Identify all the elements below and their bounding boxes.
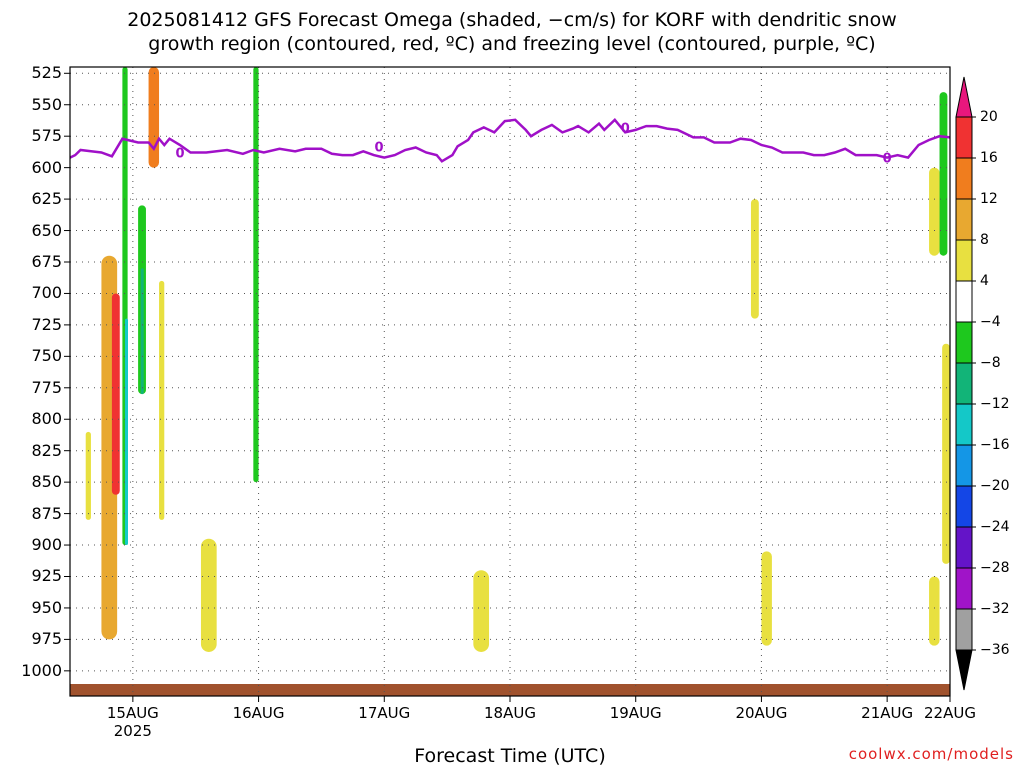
x-tick-label: 19AUG xyxy=(609,704,662,722)
colorbar-segment xyxy=(955,239,973,282)
y-tick-label: 600 xyxy=(31,157,62,177)
y-tick-label: 850 xyxy=(31,472,62,492)
y-tick-label: 975 xyxy=(31,629,62,649)
x-tick-label: 21AUG xyxy=(861,704,914,722)
y-tick-label: 550 xyxy=(31,94,62,114)
omega-shaded-region xyxy=(159,280,165,520)
ground-strip xyxy=(70,684,950,696)
y-tick-label: 650 xyxy=(31,220,62,240)
omega-shaded-region xyxy=(750,199,759,319)
colorbar-segment xyxy=(955,485,973,528)
x-tick-label: 16AUG xyxy=(232,704,285,722)
x-tick-label: 20AUG xyxy=(735,704,788,722)
y-tick-label: 825 xyxy=(31,440,62,460)
colorbar-segment xyxy=(955,280,973,323)
omega-shaded-region xyxy=(140,268,144,395)
omega-shaded-region xyxy=(200,538,217,652)
y-tick-label: 900 xyxy=(31,535,62,555)
colorbar-top-arrow xyxy=(955,76,973,118)
omega-shaded-region xyxy=(942,343,950,564)
y-tick-label: 675 xyxy=(31,251,62,271)
omega-shaded-region xyxy=(473,570,490,652)
colorbar-segment xyxy=(955,403,973,446)
y-tick-label: 1000 xyxy=(21,660,62,680)
colorbar-bottom-arrow xyxy=(955,649,973,691)
x-tick-label: 15AUG xyxy=(106,704,159,722)
colorbar-segment xyxy=(955,567,973,610)
colorbar-label: −32 xyxy=(980,601,1010,617)
colorbar-label: 20 xyxy=(980,109,998,125)
colorbar-label: −28 xyxy=(980,560,1010,576)
colorbar-segment xyxy=(955,362,973,405)
freezing-level-label: 0 xyxy=(175,147,184,162)
colorbar-segment xyxy=(955,198,973,241)
credit-text[interactable]: coolwx.com/models xyxy=(848,745,1014,763)
y-tick-label: 775 xyxy=(31,377,62,397)
chart-title-line-1: 2025081412 GFS Forecast Omega (shaded, −… xyxy=(127,9,897,31)
omega-shaded-region xyxy=(111,293,120,495)
omega-shaded-region xyxy=(939,92,948,256)
omega-shaded-region xyxy=(148,67,160,168)
y-tick-label: 700 xyxy=(31,283,62,303)
y-tick-label: 925 xyxy=(31,566,62,586)
colorbar-label: 8 xyxy=(980,232,989,248)
colorbar-label: 4 xyxy=(980,273,989,289)
omega-shaded-region xyxy=(761,551,772,646)
colorbar-label: −24 xyxy=(980,519,1010,535)
y-tick-label: 800 xyxy=(31,409,62,429)
y-tick-label: 875 xyxy=(31,503,62,523)
omega-shaded-region xyxy=(85,431,91,520)
colorbar-segment xyxy=(955,116,973,159)
colorbar-segment xyxy=(955,157,973,200)
x-tick-label: 22AUG xyxy=(924,704,976,722)
freezing-level-label: 0 xyxy=(621,121,630,136)
y-tick-label: 725 xyxy=(31,314,62,334)
y-tick-label: 750 xyxy=(31,346,62,366)
colorbar-label: −12 xyxy=(980,396,1010,412)
chart-title-line-2: growth region (contoured, red, ºC) and f… xyxy=(148,33,876,55)
omega-shaded-region xyxy=(929,167,940,256)
colorbar-segment xyxy=(955,444,973,487)
freezing-level-line xyxy=(69,117,951,163)
omega-shaded-region xyxy=(253,67,259,483)
freezing-level-label: 0 xyxy=(375,140,384,155)
x-tick-label: 17AUG xyxy=(358,704,411,722)
omega-shaded-region xyxy=(929,576,940,646)
y-tick-label: 950 xyxy=(31,597,62,617)
colorbar-label: −4 xyxy=(980,314,1001,330)
colorbar-label: −8 xyxy=(980,355,1001,371)
colorbar-segment xyxy=(955,608,973,651)
colorbar-label: 12 xyxy=(980,191,998,207)
x-tick-label: 18AUG xyxy=(484,704,536,722)
omega-shaded-region xyxy=(125,318,128,546)
colorbar-label: −20 xyxy=(980,478,1010,494)
colorbar-label: 16 xyxy=(980,150,998,166)
colorbar-segment xyxy=(955,526,973,569)
colorbar-label: −16 xyxy=(980,437,1010,453)
colorbar-label: −36 xyxy=(980,642,1010,658)
y-tick-label: 625 xyxy=(31,189,62,209)
x-axis-title: Forecast Time (UTC) xyxy=(414,745,606,767)
freezing-level-label: 0 xyxy=(883,152,892,167)
y-tick-label: 575 xyxy=(31,126,62,146)
y-tick-label: 525 xyxy=(31,63,62,83)
x-tick-sublabel: 2025 xyxy=(113,722,152,740)
colorbar-segment xyxy=(955,321,973,364)
